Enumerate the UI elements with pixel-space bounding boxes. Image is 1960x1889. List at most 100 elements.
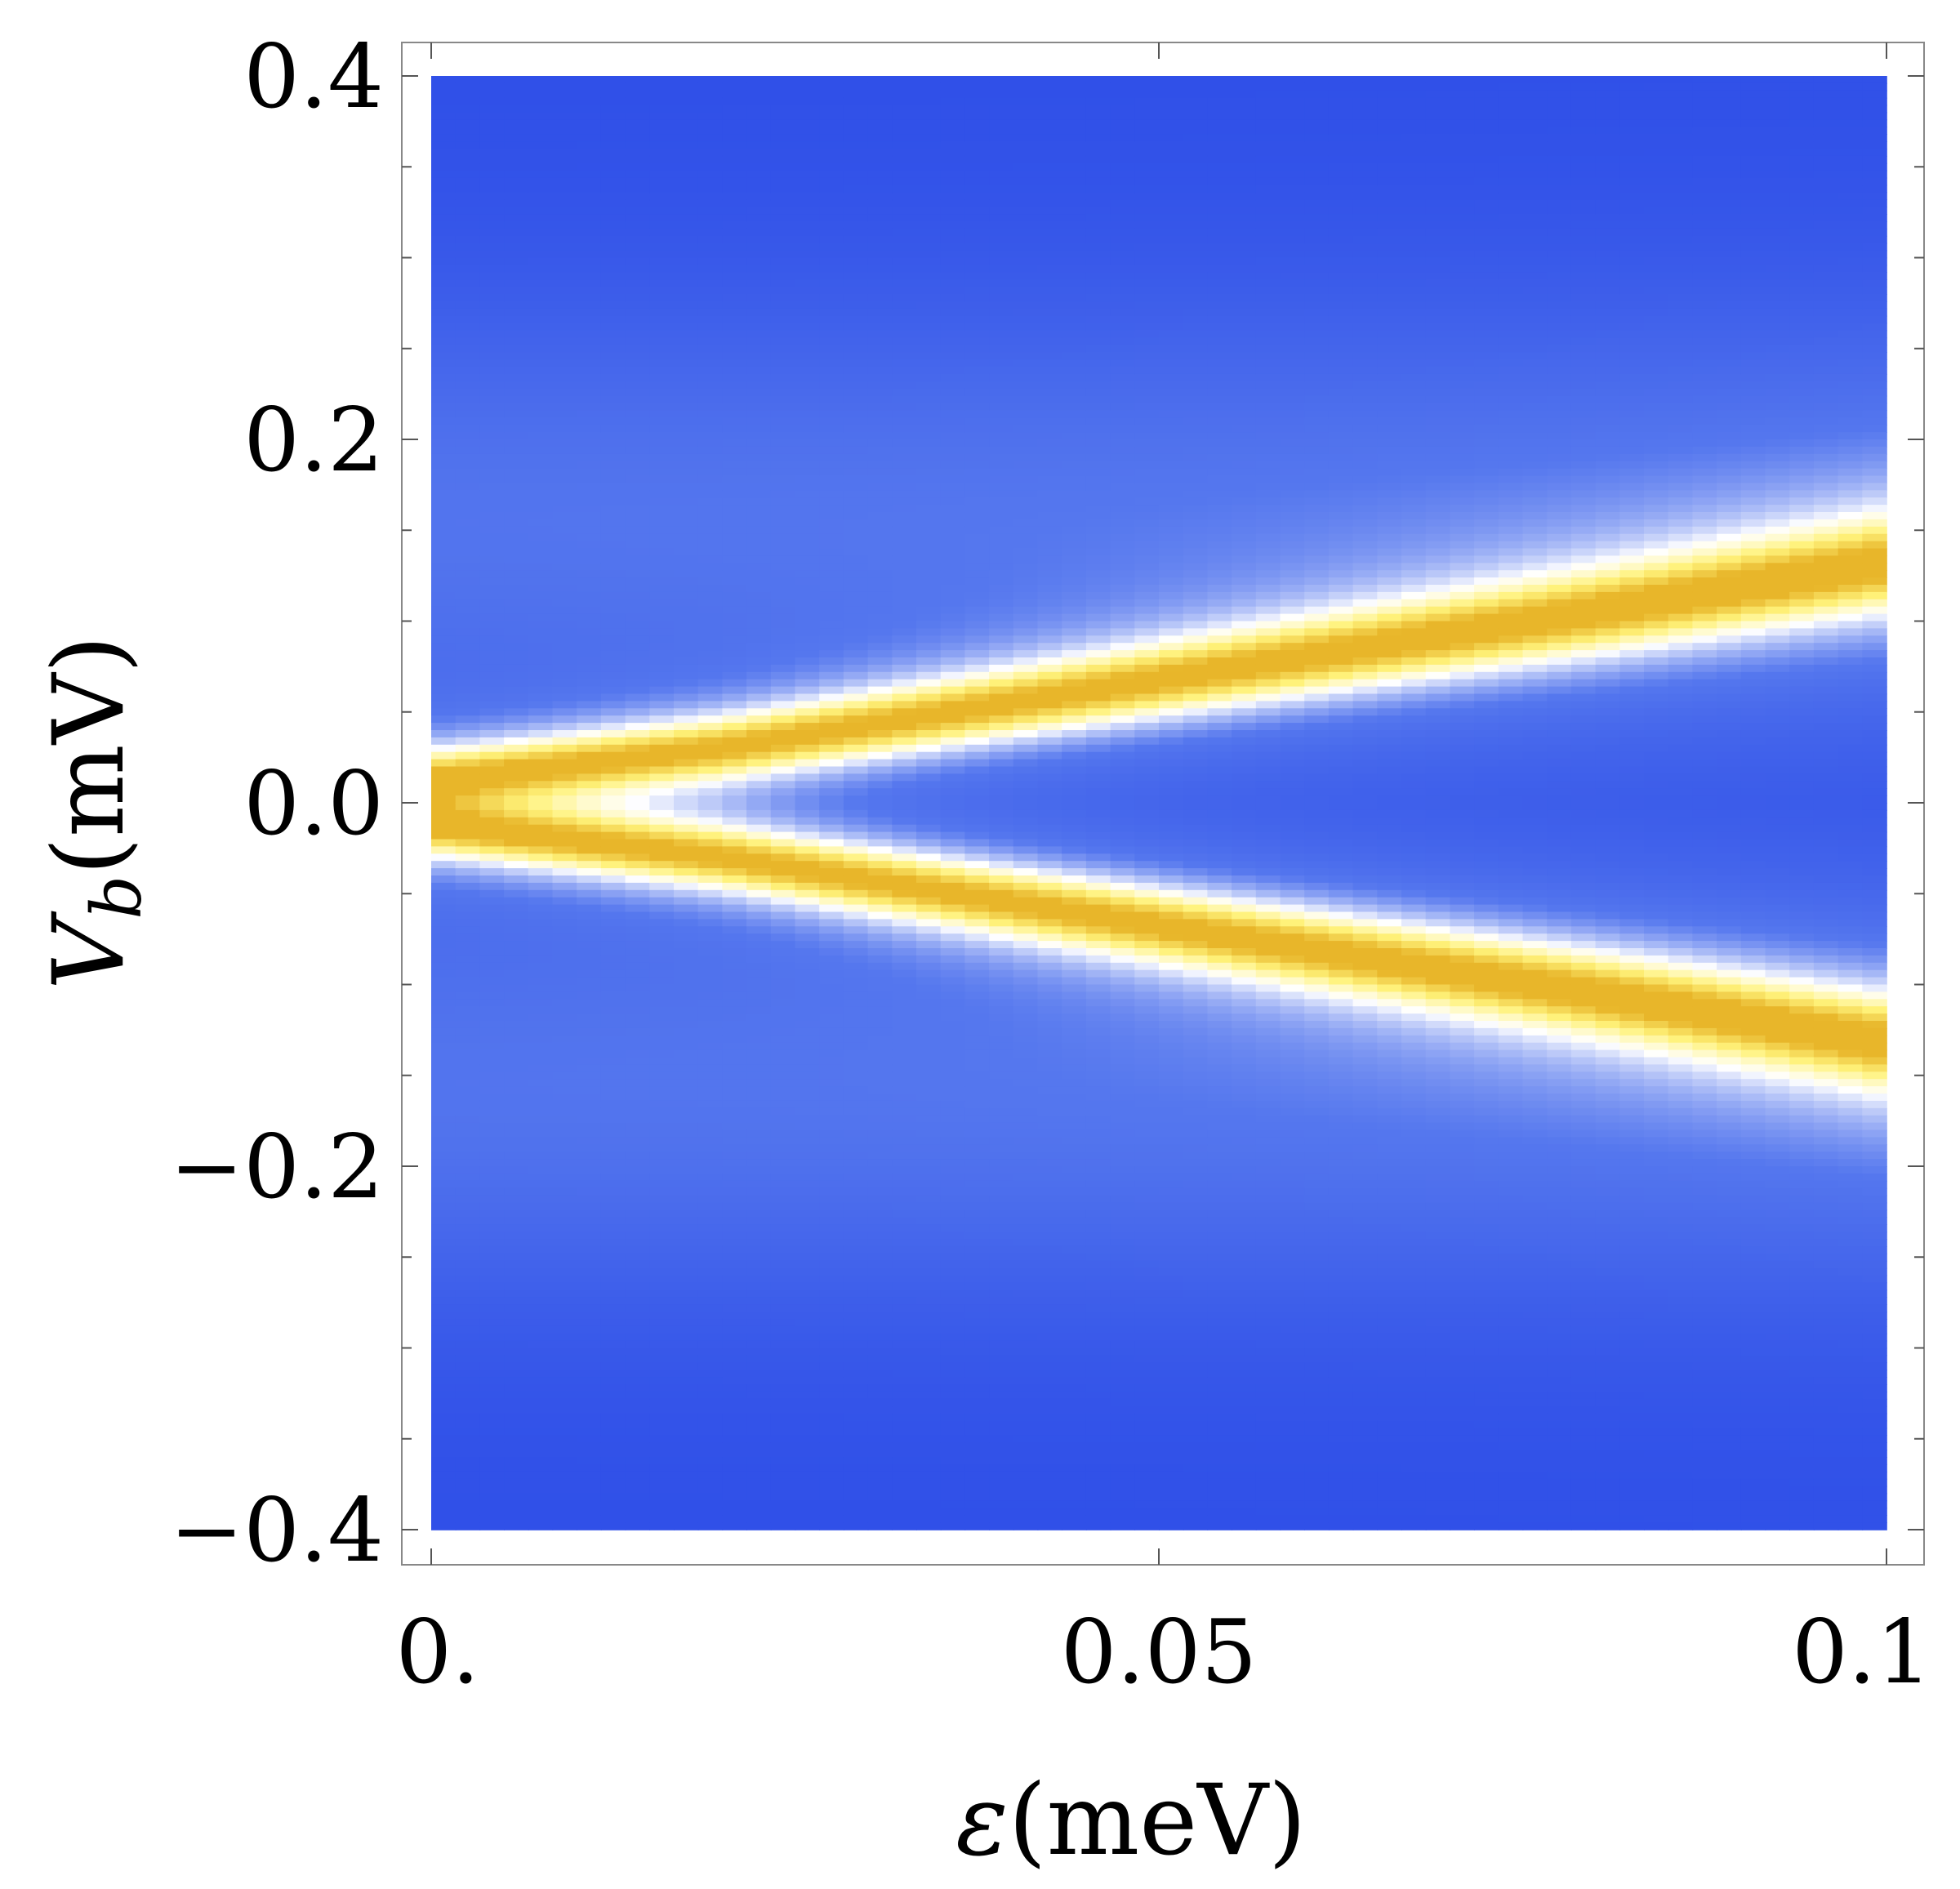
heatmap-cell — [1013, 1493, 1039, 1502]
heatmap-cell — [431, 119, 457, 128]
heatmap-cell — [528, 861, 554, 869]
heatmap-cell — [431, 155, 457, 164]
heatmap-cell — [577, 1340, 602, 1349]
heatmap-cell — [843, 831, 869, 840]
heatmap-cell — [649, 781, 675, 789]
heatmap-cell — [770, 461, 796, 470]
heatmap-cell — [431, 381, 457, 390]
heatmap-cell — [916, 1021, 942, 1029]
heatmap-cell — [819, 519, 844, 528]
heatmap-cell — [649, 1057, 675, 1066]
heatmap-cell — [577, 1275, 602, 1284]
heatmap-cell — [577, 1180, 602, 1189]
heatmap-cell — [600, 548, 626, 557]
heatmap-cell — [528, 425, 554, 433]
heatmap-cell — [431, 1515, 457, 1523]
heatmap-cell — [964, 279, 990, 287]
heatmap-cell — [528, 155, 554, 164]
heatmap-cell — [916, 1340, 942, 1349]
heatmap-cell — [916, 1493, 942, 1502]
heatmap-cell — [625, 1457, 651, 1465]
heatmap-cell — [940, 1245, 966, 1254]
heatmap-cell — [552, 1137, 577, 1146]
heatmap-cell — [552, 1094, 577, 1102]
heatmap-cell — [989, 1413, 1014, 1422]
heatmap-cell — [431, 337, 457, 346]
heatmap-cell — [795, 1100, 820, 1109]
heatmap-cell — [649, 1362, 675, 1370]
heatmap-cell — [528, 809, 554, 818]
heatmap-cell — [989, 650, 1014, 658]
heatmap-cell — [577, 1260, 602, 1269]
heatmap-cell — [649, 345, 675, 353]
heatmap-cell — [746, 591, 772, 600]
heatmap-cell — [940, 149, 966, 157]
heatmap-cell — [964, 1508, 990, 1516]
heatmap-cell — [552, 897, 577, 906]
heatmap-cell — [455, 432, 481, 440]
heatmap-cell — [674, 933, 699, 942]
heatmap-cell — [600, 90, 626, 99]
heatmap-cell — [577, 664, 602, 673]
heatmap-cell — [1013, 1406, 1039, 1415]
heatmap-cell — [577, 744, 602, 753]
heatmap-cell — [819, 1268, 844, 1276]
heatmap-cell — [528, 352, 554, 360]
heatmap-cell — [674, 1457, 699, 1465]
heatmap-cell — [479, 599, 505, 608]
heatmap-cell — [600, 315, 626, 324]
heatmap-cell — [625, 1057, 651, 1066]
heatmap-cell — [1013, 889, 1039, 898]
heatmap-cell — [1013, 214, 1039, 222]
heatmap-cell — [479, 1377, 505, 1385]
heatmap-cell — [819, 272, 844, 280]
heatmap-cell — [649, 1325, 675, 1334]
heatmap-cell — [964, 585, 990, 593]
heatmap-cell — [600, 337, 626, 346]
heatmap-cell — [431, 453, 457, 462]
heatmap-cell — [819, 453, 844, 462]
heatmap-cell — [940, 635, 966, 644]
heatmap-cell — [770, 1391, 796, 1400]
heatmap-cell — [504, 425, 529, 433]
heatmap-cell — [600, 1370, 626, 1378]
heatmap-cell — [795, 817, 820, 826]
heatmap-cell — [479, 1508, 505, 1516]
heatmap-cell — [674, 373, 699, 382]
heatmap-cell — [674, 1290, 699, 1298]
heatmap-cell — [964, 446, 990, 455]
heatmap-cell — [1013, 461, 1039, 470]
heatmap-cell — [577, 373, 602, 382]
heatmap-cell — [431, 105, 457, 114]
heatmap-cell — [892, 155, 917, 164]
heatmap-cell — [916, 628, 942, 637]
heatmap-cell — [916, 512, 942, 520]
heatmap-cell — [528, 1144, 554, 1152]
heatmap-cell — [528, 1115, 554, 1124]
heatmap-cell — [528, 243, 554, 252]
heatmap-cell — [552, 991, 577, 1000]
heatmap-cell — [697, 911, 724, 920]
heatmap-cell — [964, 809, 990, 818]
heatmap-cell — [455, 1006, 481, 1014]
heatmap-cell — [722, 846, 747, 855]
heatmap-cell — [455, 759, 481, 768]
heatmap-cell — [843, 1486, 869, 1495]
heatmap-cell — [1013, 1370, 1039, 1378]
heatmap-cell — [722, 1057, 747, 1066]
heatmap-cell — [770, 1159, 796, 1167]
heatmap-cell — [431, 1420, 457, 1429]
heatmap-cell — [867, 1035, 893, 1044]
heatmap-cell — [795, 635, 820, 644]
heatmap-cell — [674, 831, 699, 840]
heatmap-cell — [843, 1493, 869, 1502]
heatmap-cell — [722, 585, 747, 593]
heatmap-cell — [722, 1362, 747, 1370]
heatmap-cell — [674, 1086, 699, 1094]
heatmap-cell — [577, 352, 602, 360]
heatmap-cell — [697, 889, 724, 898]
heatmap-cell — [649, 941, 675, 949]
heatmap-cell — [674, 512, 699, 520]
heatmap-cell — [964, 308, 990, 317]
heatmap-cell — [770, 381, 796, 390]
